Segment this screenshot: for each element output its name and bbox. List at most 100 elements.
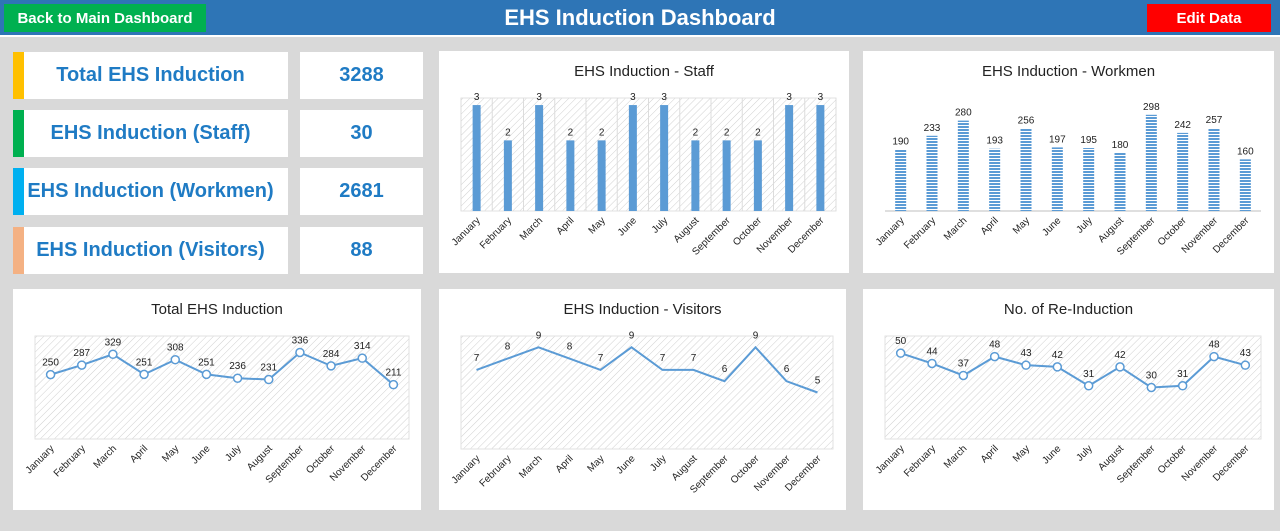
data-label: 242 bbox=[1174, 120, 1191, 131]
point-december bbox=[388, 379, 399, 390]
tick-label: March bbox=[518, 215, 545, 242]
data-label: 43 bbox=[1240, 348, 1252, 359]
tick-label: February bbox=[902, 443, 938, 479]
tick-label: April bbox=[555, 215, 577, 237]
tick-label: July bbox=[648, 453, 668, 473]
tick-label: May bbox=[1011, 443, 1032, 464]
kpi-total-label: Total EHS Induction bbox=[56, 64, 245, 86]
point-march bbox=[958, 370, 969, 381]
kpi-visitors-label-card: EHS Induction (Visitors) bbox=[13, 227, 288, 274]
plot-area-background bbox=[885, 98, 1261, 211]
data-label: 250 bbox=[42, 358, 59, 369]
data-label: 6 bbox=[722, 364, 728, 375]
data-label: 251 bbox=[136, 357, 153, 368]
data-label: 298 bbox=[1143, 102, 1160, 113]
bar-february bbox=[926, 135, 938, 211]
data-label: 2 bbox=[505, 127, 511, 138]
back-to-main-dashboard-button[interactable]: Back to Main Dashboard bbox=[4, 4, 206, 32]
data-label: 2 bbox=[755, 127, 761, 138]
kpi-staff-value: 30 bbox=[300, 110, 423, 157]
point-december bbox=[1240, 360, 1251, 370]
bar-december bbox=[1239, 159, 1251, 211]
bar-may bbox=[597, 140, 606, 211]
point-september bbox=[295, 347, 305, 358]
point-january bbox=[45, 369, 56, 380]
data-label: 5 bbox=[815, 376, 821, 387]
kpi-visitors-value: 88 bbox=[300, 227, 423, 274]
point-november bbox=[1209, 351, 1219, 362]
point-april bbox=[989, 351, 1000, 362]
bar-august bbox=[1114, 152, 1126, 211]
bar-february bbox=[503, 140, 512, 211]
bar-january bbox=[895, 149, 907, 211]
tick-label: April bbox=[979, 215, 1001, 237]
point-october bbox=[1177, 381, 1188, 391]
reinduction-chart-panel: No. of Re-Induction 50 44 37 48 43 42 31 42 30 31… bbox=[863, 289, 1274, 510]
bar-november bbox=[1208, 128, 1220, 211]
point-july bbox=[232, 373, 243, 383]
data-label: 42 bbox=[1114, 350, 1126, 361]
data-label: 48 bbox=[989, 340, 1001, 351]
workmen-chart-panel: EHS Induction - Workmen 190 233 280 193 256 1… bbox=[863, 51, 1274, 273]
data-label: 48 bbox=[1208, 340, 1220, 351]
data-label: 30 bbox=[1146, 371, 1158, 382]
bar-october bbox=[753, 140, 762, 211]
tick-label: May bbox=[1011, 215, 1032, 236]
point-may bbox=[170, 354, 180, 365]
data-label: 7 bbox=[598, 353, 604, 364]
tick-label: February bbox=[902, 215, 938, 251]
header-bar: Back to Main Dashboard EHS Induction Das… bbox=[0, 0, 1280, 37]
plot-area-background bbox=[460, 335, 834, 450]
workmen-chart-title: EHS Induction - Workmen bbox=[981, 63, 1156, 80]
data-label: 2 bbox=[724, 127, 730, 138]
page-title: EHS Induction Dashboard bbox=[504, 5, 776, 30]
total-chart-title: Total EHS Induction bbox=[151, 301, 283, 318]
data-label: 6 bbox=[784, 364, 790, 375]
data-label: 2 bbox=[693, 127, 699, 138]
total-chart-panel: Total EHS Induction 250 287 329 251 308 251 23… bbox=[13, 289, 421, 510]
tick-label: May bbox=[160, 443, 181, 464]
bar-june bbox=[628, 105, 637, 211]
kpi-total-label-card: Total EHS Induction bbox=[13, 52, 288, 99]
staff-chart-title: EHS Induction - Staff bbox=[574, 63, 714, 80]
tick-label: March bbox=[517, 453, 544, 480]
tick-label: May bbox=[585, 453, 606, 474]
data-label: 233 bbox=[924, 123, 941, 134]
tick-label: July bbox=[223, 443, 243, 463]
bar-september bbox=[1145, 114, 1157, 211]
data-label: 280 bbox=[955, 108, 972, 119]
data-label: 336 bbox=[292, 335, 309, 346]
data-label: 31 bbox=[1083, 369, 1095, 380]
data-label: 8 bbox=[567, 342, 573, 353]
data-label: 44 bbox=[926, 346, 938, 357]
data-label: 251 bbox=[198, 357, 215, 368]
data-label: 160 bbox=[1237, 146, 1254, 157]
kpi-total-value: 3288 bbox=[300, 52, 423, 99]
data-label: 3 bbox=[786, 92, 792, 103]
data-label: 37 bbox=[958, 358, 970, 369]
bar-march bbox=[535, 105, 544, 211]
reinduction-chart-title: No. of Re-Induction bbox=[1003, 301, 1134, 318]
tick-label: April bbox=[979, 443, 1001, 465]
point-june bbox=[201, 369, 212, 380]
point-march bbox=[108, 349, 118, 360]
data-label: 284 bbox=[323, 349, 340, 360]
data-label: 9 bbox=[536, 330, 542, 341]
point-july bbox=[1083, 381, 1094, 391]
edit-data-button[interactable]: Edit Data bbox=[1147, 4, 1271, 32]
bar-june bbox=[1051, 147, 1063, 211]
bar-march bbox=[957, 120, 969, 211]
tick-label: August bbox=[245, 443, 275, 473]
data-label: 195 bbox=[1080, 135, 1097, 146]
bar-july bbox=[1083, 148, 1095, 211]
data-label: 190 bbox=[892, 137, 909, 148]
tick-label: May bbox=[587, 215, 608, 236]
data-label: 3 bbox=[536, 92, 542, 103]
point-november bbox=[357, 353, 367, 363]
data-label: 31 bbox=[1177, 369, 1189, 380]
data-label: 9 bbox=[753, 330, 759, 341]
bar-august bbox=[691, 140, 700, 211]
